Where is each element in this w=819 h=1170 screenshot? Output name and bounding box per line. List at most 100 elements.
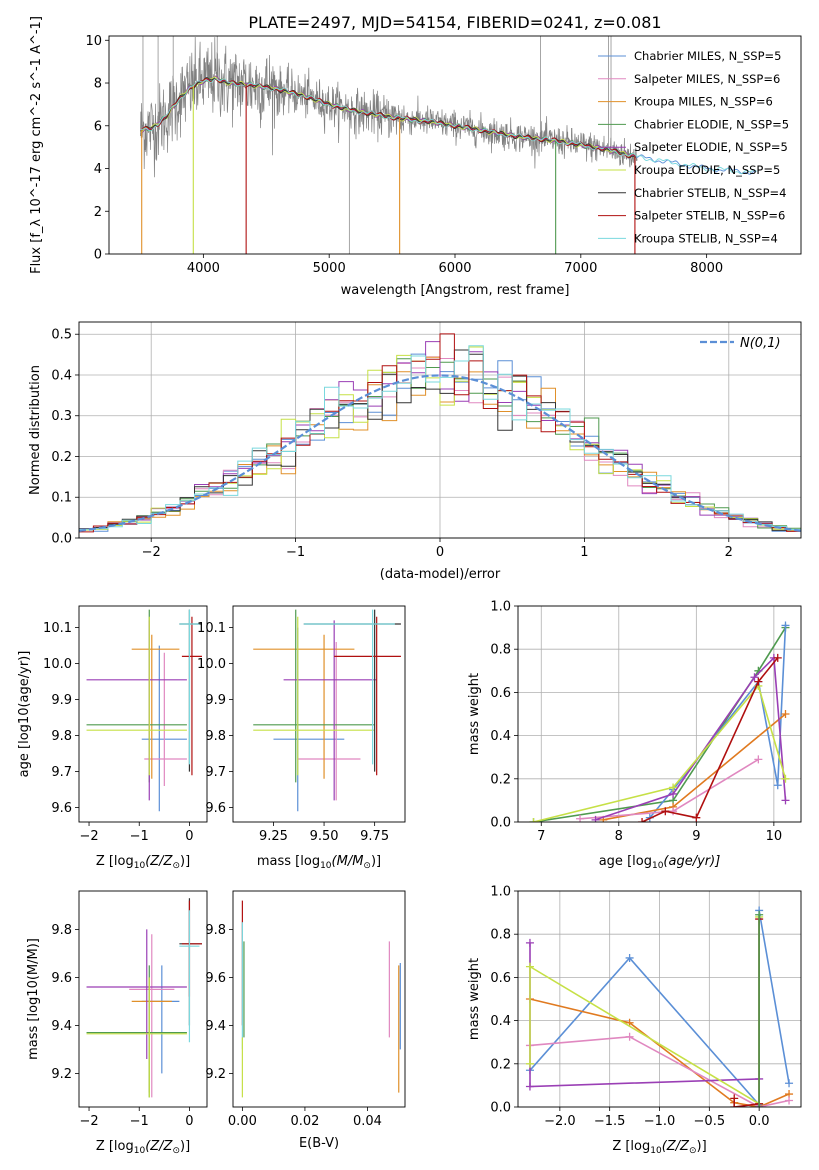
weight-marker	[781, 774, 790, 783]
x-tick-label: 2	[725, 545, 733, 560]
y-tick-label: 9.7	[205, 765, 226, 780]
y-tick-label: 9.8	[51, 923, 72, 938]
x-tick-label: −1	[286, 545, 305, 560]
weight-lines	[525, 906, 794, 1107]
y-tick-label: 9.7	[51, 765, 72, 780]
x-tick-label: 0	[185, 1114, 193, 1129]
y-tick-label: 9.8	[205, 923, 226, 938]
x-tick-label: 0	[185, 829, 193, 844]
weight-marker	[525, 962, 534, 971]
error-bars	[241, 900, 401, 1098]
x-tick-label: 4000	[187, 261, 220, 276]
y-tick-label: 0.0	[51, 532, 72, 547]
weight-marker	[692, 813, 701, 822]
x-tick-label: 8	[615, 829, 623, 844]
mass-vs-metallicity-panel: −2 −1 0 9.2 9.4 9.6 9.8 Z [log10(Z/Z⊙)] mass [lo…	[26, 890, 208, 1156]
y-tick-label: 9.6	[205, 971, 226, 986]
weight-marker	[669, 807, 678, 816]
weight-marker	[625, 1032, 634, 1041]
x-tick-label: −1	[130, 829, 149, 844]
model-spectrum-kroupa-stelib	[140, 78, 757, 175]
legend-entry: Salpeter STELIB, N_SSP=6	[634, 209, 785, 223]
y-tick-label: 1.0	[490, 885, 511, 900]
legend-entry: Kroupa ELODIE, N_SSP=5	[634, 163, 780, 177]
y-axis-label: Flux [f_λ 10^-17 erg cm^-2 s^-1 A^-1]	[29, 16, 44, 274]
weight-marker	[754, 755, 763, 764]
axes-frame	[232, 890, 406, 1108]
axes-frame	[232, 605, 406, 823]
mass-weight-vs-metallicity-panel: −2.0 −1.5 −1.0 −0.5 0.0 0.0 0.2 0.4 0.6 0.8 1.0 Z […	[467, 885, 802, 1156]
y-tick-label: 9.2	[205, 1067, 226, 1082]
y-tick-label: 0.8	[490, 643, 511, 658]
y-tick-label: 0.4	[490, 729, 511, 744]
x-axis-label: wavelength [Angstrom, rest frame]	[341, 283, 570, 298]
y-axis-label: mass weight	[467, 958, 482, 1040]
y-tick-label: 10.0	[197, 657, 226, 672]
x-tick-label: −2	[79, 1114, 98, 1129]
y-tick-label: 0.4	[51, 368, 72, 383]
weight-marker	[730, 1094, 739, 1103]
y-tick-label: 9.6	[205, 801, 226, 816]
weight-marker	[773, 781, 782, 790]
x-tick-label: 9	[692, 829, 700, 844]
legend-entry: Salpeter ELODIE, N_SSP=5	[634, 140, 788, 154]
y-tick-label: 0.6	[490, 686, 511, 701]
y-tick-label: 0	[94, 248, 102, 263]
y-tick-label: 9.2	[51, 1067, 72, 1082]
weight-marker	[773, 653, 782, 662]
weight-marker	[785, 1079, 794, 1088]
legend-entry: Kroupa MILES, N_SSP=6	[634, 95, 773, 109]
x-tick-label: 7000	[564, 261, 597, 276]
y-tick-label: 6	[94, 119, 102, 134]
x-tick-label: 8000	[690, 261, 723, 276]
weight-marker	[785, 1096, 794, 1105]
legend: Chabrier MILES, N_SSP=5 Salpeter MILES, N…	[598, 49, 789, 245]
y-axis-label: Normed distribution	[28, 365, 43, 495]
axes-frame	[78, 605, 208, 823]
y-tick-label: 9.9	[205, 693, 226, 708]
legend-entry: Kroupa STELIB, N_SSP=4	[634, 231, 778, 245]
weight-marker	[529, 818, 538, 822]
y-tick-label: 0.2	[51, 450, 72, 465]
y-tick-label: 9.6	[51, 801, 72, 816]
weight-marker	[525, 938, 534, 947]
residuals-panel: −2 −1 0 1 2 0.0 0.1 0.2 0.3 0.4 0.5 N(0,1) (data-mod…	[28, 321, 802, 582]
x-tick-label: 0.0	[749, 1114, 770, 1129]
x-tick-label: 0.00	[228, 1114, 257, 1129]
weight-marker	[750, 673, 759, 682]
weight-marker	[625, 953, 634, 962]
y-tick-label: 9.4	[205, 1019, 226, 1034]
axes-frame	[108, 35, 802, 255]
y-tick-label: 9.8	[51, 729, 72, 744]
error-bars	[86, 609, 202, 812]
age-vs-metallicity-panel: −2 −1 0 9.6 9.7 9.8 9.9 10.0 10.1 Z [log10(Z/Z⊙)]…	[17, 605, 208, 871]
weight-marker	[638, 818, 647, 822]
axes-frame	[78, 321, 802, 539]
error-bars	[86, 898, 202, 1098]
x-tick-label: 9.50	[310, 829, 339, 844]
weight-marker	[781, 710, 790, 718]
y-tick-label: 10.1	[43, 621, 72, 636]
x-axis-label: age [log10(age/yr)]	[599, 854, 721, 871]
y-tick-label: 0.1	[51, 491, 72, 506]
y-tick-label: 0.8	[490, 928, 511, 943]
x-axis-label: E(B-V)	[299, 1136, 339, 1151]
y-tick-label: 10.1	[197, 621, 226, 636]
y-tick-label: 10	[85, 34, 102, 49]
y-tick-label: 0.4	[490, 1014, 511, 1029]
axes-frame	[517, 605, 802, 823]
observed-spectrum	[140, 36, 638, 178]
x-axis-label: Z [log10(Z/Z⊙)]	[96, 854, 190, 871]
mass-vs-ebv-panel: 0.00 0.02 0.04 9.2 9.4 9.6 9.8 E(B-V)	[205, 890, 406, 1151]
weight-marker	[661, 807, 670, 816]
x-tick-label: −2	[142, 545, 161, 560]
legend-entry: N(0,1)	[740, 336, 781, 351]
y-tick-label: 0.2	[490, 1057, 511, 1072]
x-tick-label: 0.02	[290, 1114, 319, 1129]
y-tick-label: 0.3	[51, 409, 72, 424]
x-tick-label: −1.0	[644, 1114, 676, 1129]
y-axis-label: mass weight	[467, 673, 482, 755]
weight-series	[533, 684, 787, 822]
x-tick-label: 6000	[438, 261, 471, 276]
